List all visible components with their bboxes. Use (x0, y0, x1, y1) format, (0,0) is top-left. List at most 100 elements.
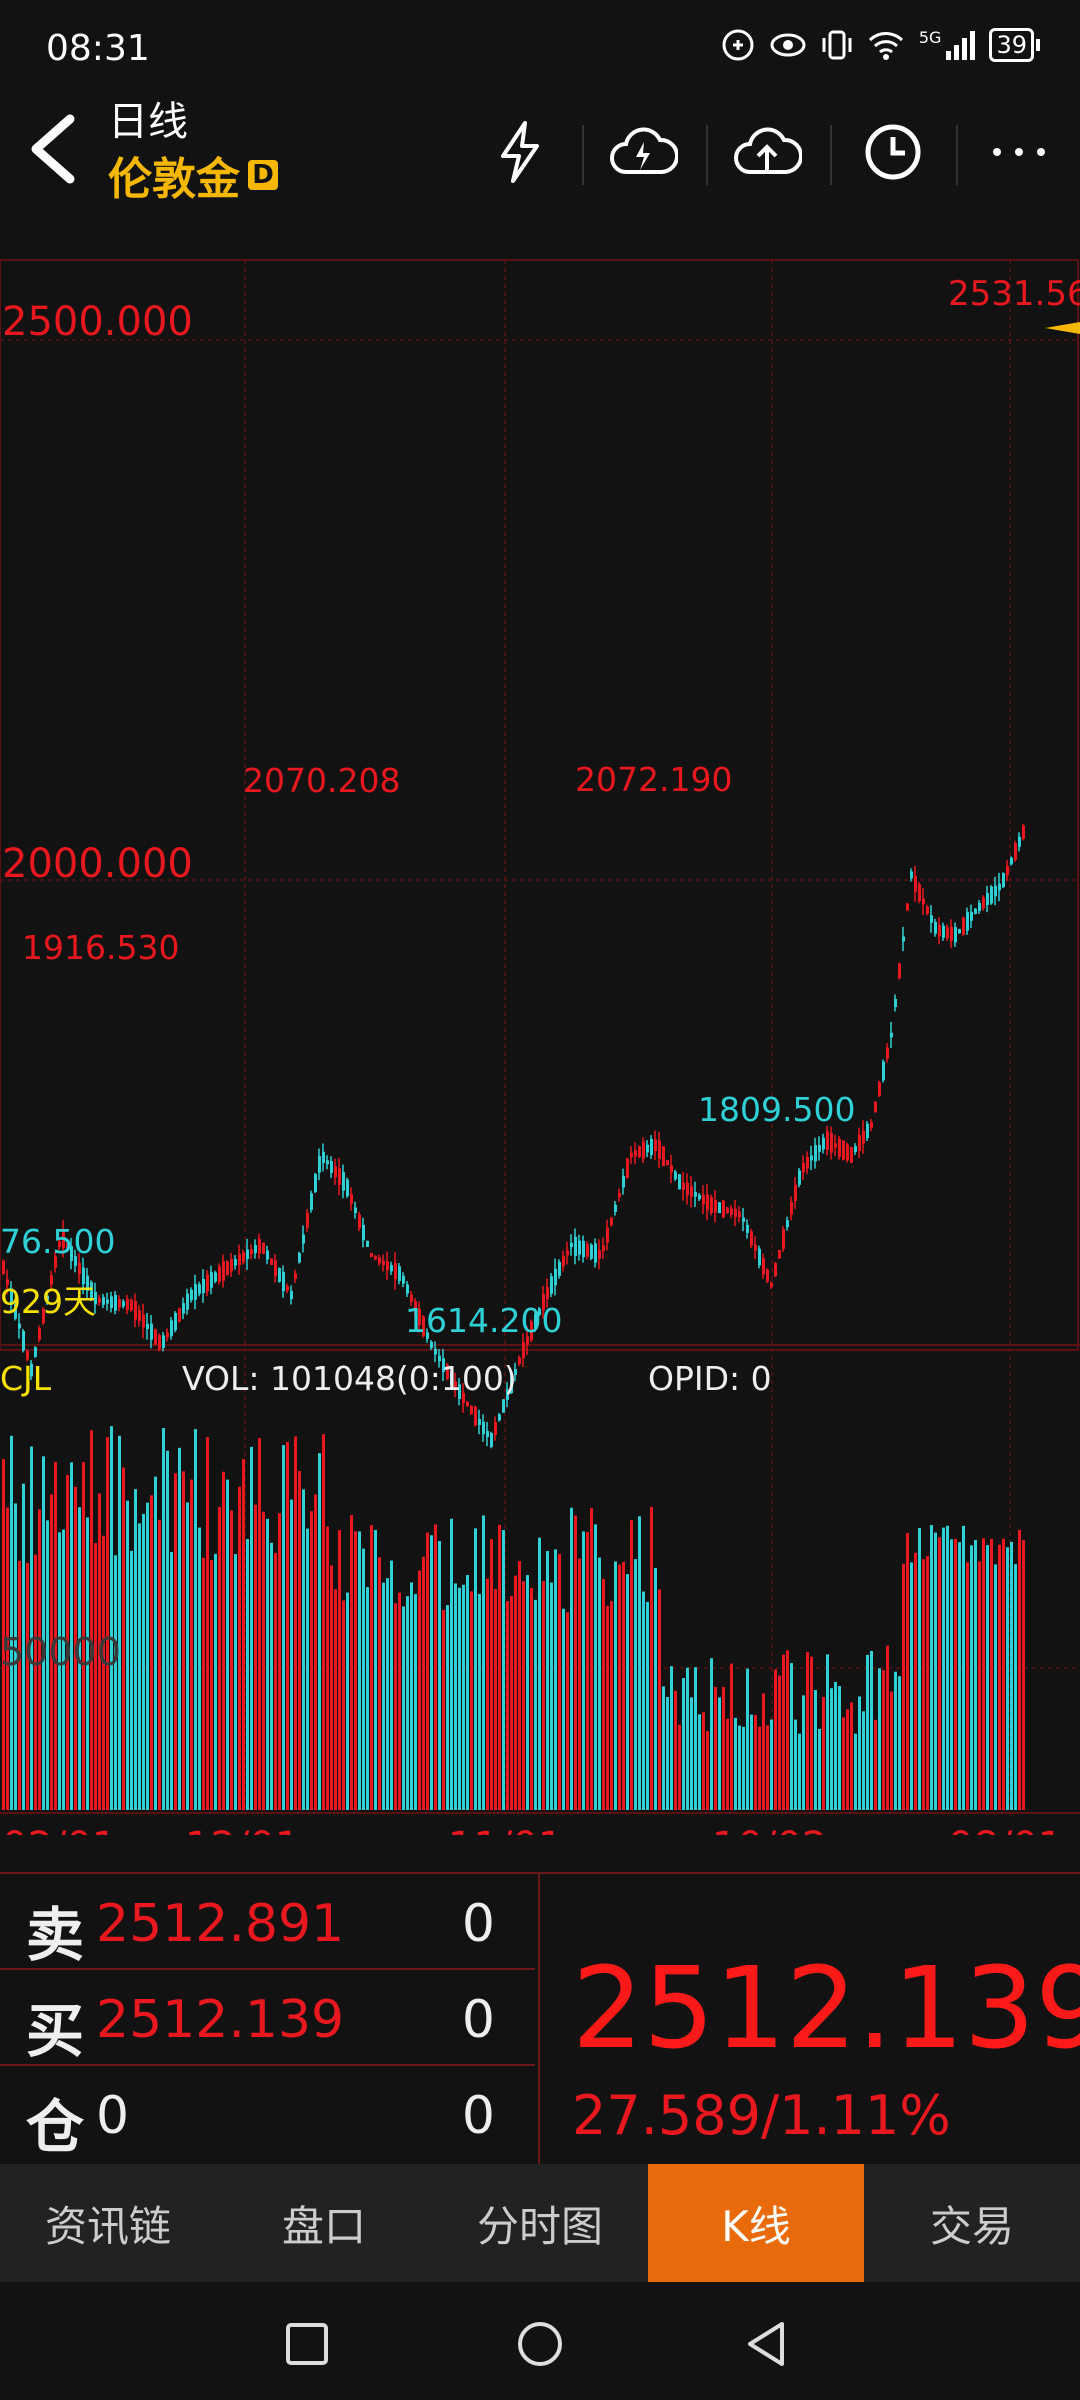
volume-bar-100 (402, 1606, 405, 1810)
volume-bar-49 (198, 1527, 201, 1810)
last-price: 2512.139 (572, 1944, 1080, 2074)
sell-row[interactable]: 卖 2512.891 0 (0, 1874, 535, 1970)
volume-bar-22 (90, 1430, 93, 1810)
volume-bar-97 (390, 1560, 393, 1810)
kline-chart-svg[interactable]: 2500.000 2000.000 2531.56 2070.208 2072.… (0, 255, 1080, 1870)
volume-bar-188 (754, 1714, 757, 1810)
cloud-upload-button[interactable] (722, 107, 812, 197)
candle-body-104 (418, 1309, 421, 1325)
candle-body-188 (754, 1244, 757, 1251)
volume-bar-222 (890, 1691, 893, 1810)
volume-bar-199 (798, 1733, 801, 1810)
volume-bar-71 (286, 1442, 289, 1810)
volume-bar-190 (762, 1693, 765, 1810)
volume-bar-56 (226, 1479, 229, 1810)
volume-bar-132 (530, 1587, 533, 1810)
kline-chart[interactable]: 2500.000 2000.000 2531.56 2070.208 2072.… (0, 255, 1080, 1870)
candle-body-97 (390, 1265, 393, 1272)
candle-body-241 (966, 911, 969, 931)
cloud-flash-button[interactable] (598, 107, 688, 197)
back-arrow-icon (31, 114, 75, 184)
system-nav-bar (0, 2282, 1080, 2400)
volume-bar-12 (50, 1494, 53, 1810)
volume-bar-15 (62, 1529, 65, 1810)
candle-body-126 (506, 1389, 509, 1400)
volume-bar-229 (918, 1527, 921, 1810)
volume-bar-103 (414, 1594, 417, 1810)
candle-body-57 (230, 1258, 233, 1272)
recent-apps-icon[interactable] (285, 2322, 329, 2366)
tab-kline[interactable]: K线 (648, 2164, 864, 2282)
candle-body-120 (482, 1421, 485, 1435)
candle-body-134 (538, 1308, 541, 1316)
volume-bar-76 (306, 1528, 309, 1810)
volume-bar-32 (130, 1550, 133, 1810)
candle-body-253 (1014, 843, 1017, 860)
volume-bar-78 (314, 1494, 317, 1810)
volume-bar-216 (866, 1654, 869, 1810)
volume-bar-2 (10, 1435, 13, 1810)
candle-body-167 (670, 1165, 673, 1173)
volume-bar-115 (462, 1584, 465, 1810)
volume-bar-213 (854, 1733, 857, 1810)
volume-bar-180 (722, 1686, 725, 1810)
candle-body-4 (18, 1323, 21, 1329)
candle-body-111 (446, 1364, 449, 1379)
candle-body-72 (290, 1290, 293, 1300)
back-nav-icon[interactable] (744, 2320, 788, 2368)
candle-body-124 (498, 1414, 501, 1421)
candle-body-27 (110, 1296, 113, 1308)
candle-body-37 (150, 1323, 153, 1340)
volume-bar-234 (938, 1537, 941, 1810)
volume-bar-179 (718, 1697, 721, 1810)
volume-bar-146 (586, 1532, 589, 1810)
sell-qty: 0 (461, 1894, 495, 1954)
candle-body-68 (274, 1260, 277, 1277)
candle-body-85 (342, 1172, 345, 1191)
volume-bar-1 (6, 1507, 9, 1810)
volume-bar-151 (606, 1605, 609, 1810)
position-row[interactable]: 仓 0 0 (0, 2066, 535, 2161)
candle-body-185 (742, 1217, 745, 1222)
tab-timeshare[interactable]: 分时图 (476, 2201, 603, 2251)
volume-bar-90 (362, 1548, 365, 1810)
volume-bar-83 (334, 1589, 337, 1810)
candle-body-108 (434, 1348, 437, 1355)
candle-body-148 (594, 1243, 597, 1263)
candle-body-196 (786, 1220, 789, 1228)
status-bar: 08:31 5G 39 (0, 0, 1080, 100)
candle-body-102 (410, 1294, 413, 1303)
candle-body-56 (226, 1261, 229, 1275)
tab-trade[interactable]: 交易 (929, 2201, 1014, 2251)
opid-value: OPID: 0 (648, 1359, 772, 1398)
volume-bar-61 (246, 1539, 249, 1810)
volume-bar-181 (726, 1718, 729, 1810)
candle-body-79 (318, 1156, 321, 1173)
candle-body-55 (222, 1261, 225, 1281)
home-icon[interactable] (516, 2320, 564, 2368)
date-label-1: 12/01 (185, 1824, 300, 1835)
candle-body-170 (682, 1182, 685, 1190)
instrument-title[interactable]: 伦敦金 D (108, 143, 278, 207)
volume-bar-59 (238, 1486, 241, 1810)
history-button[interactable] (848, 107, 938, 197)
tab-news[interactable]: 资讯链 (44, 2201, 171, 2251)
volume-bar-137 (550, 1582, 553, 1810)
flash-button[interactable] (475, 107, 565, 197)
volume-bar-119 (478, 1593, 481, 1810)
candle-body-218 (874, 1101, 877, 1113)
candle-body-48 (194, 1284, 197, 1300)
candle-body-21 (86, 1275, 89, 1291)
volume-bar-23 (94, 1543, 97, 1810)
back-button[interactable] (22, 109, 92, 189)
volume-bar-186 (746, 1668, 749, 1810)
candle-body-65 (262, 1242, 265, 1255)
buy-row[interactable]: 买 2512.139 0 (0, 1970, 535, 2066)
volume-bar-86 (346, 1592, 349, 1810)
more-button[interactable] (974, 107, 1064, 197)
candle-body-152 (610, 1217, 613, 1226)
candle-body-39 (158, 1335, 161, 1350)
candle-body-225 (902, 936, 905, 942)
candle-body-216 (866, 1123, 869, 1139)
tab-orderbook[interactable]: 盘口 (281, 2201, 366, 2251)
